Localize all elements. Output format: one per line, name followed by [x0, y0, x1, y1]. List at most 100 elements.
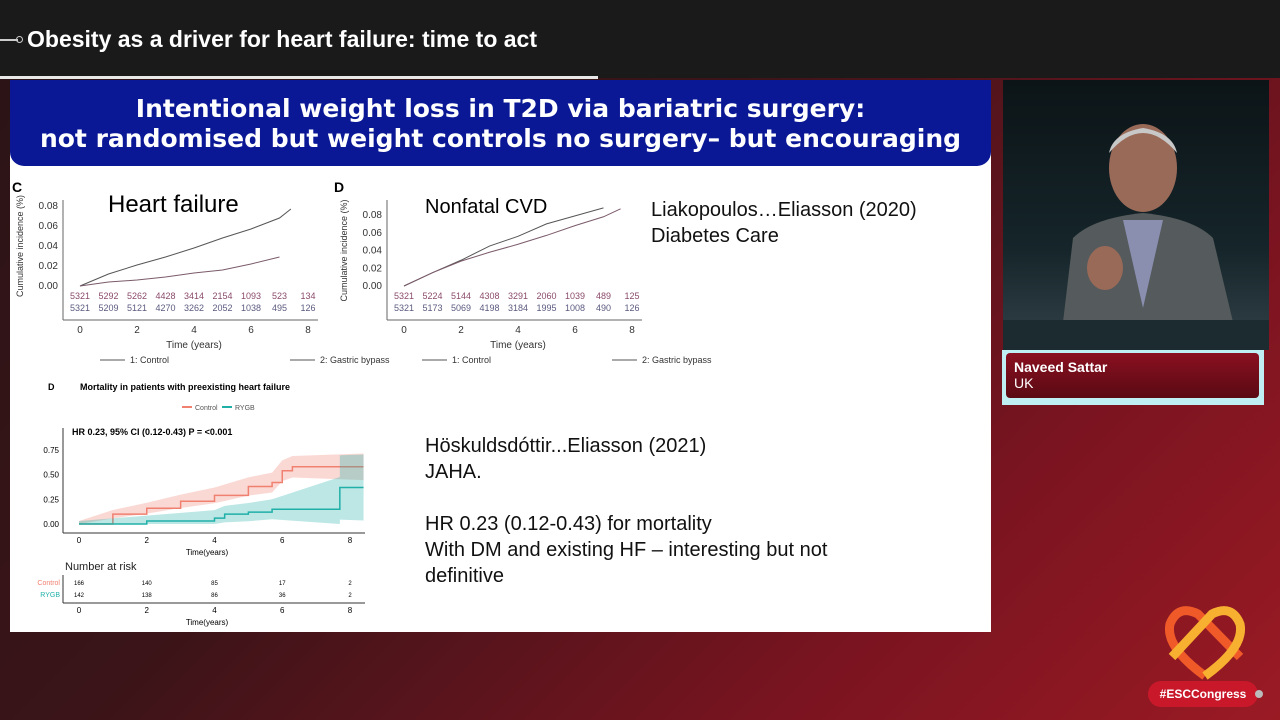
- risk-count: 5069: [451, 303, 471, 313]
- risk-count: 5144: [451, 291, 471, 301]
- status-dot: [1255, 690, 1263, 698]
- y-tick-label: 0.06: [39, 221, 59, 232]
- x-tick-label: 8: [305, 325, 311, 336]
- risk-count: 142: [74, 593, 85, 599]
- charts: C Heart failure 0.00 0.02 0.04 0.06 0.08 0 2 4 6 8 T…: [12, 179, 712, 627]
- series-line: [79, 208, 292, 287]
- y-tick-label: 0.04: [39, 241, 59, 252]
- risk-count: 1008: [565, 303, 585, 313]
- top-bar: [0, 0, 1280, 78]
- risk-count: 2: [348, 581, 352, 587]
- y-tick-label: 0.02: [363, 263, 383, 274]
- ref-line: Höskuldsdóttir...Eliasson (2021): [425, 435, 707, 457]
- slide: Intentional weight loss in T2D via baria…: [10, 80, 991, 632]
- x-tick-label: 0: [77, 325, 83, 336]
- risk-count: 2154: [212, 291, 232, 301]
- risk-count: 5321: [70, 303, 90, 313]
- y-tick-label: 0.00: [39, 281, 59, 292]
- x-tick-label: 0: [401, 325, 407, 336]
- risk-x-tick-label: 4: [212, 606, 217, 615]
- risk-count: 85: [211, 581, 218, 587]
- risk-count: 5321: [394, 303, 414, 313]
- risk-count: 4270: [155, 303, 175, 313]
- risk-x-tick-label: 6: [280, 606, 285, 615]
- notes: HR 0.23 (0.12-0.43) for mortality With D…: [425, 511, 827, 589]
- panel-label: C: [12, 179, 22, 195]
- x-tick-label: 6: [248, 325, 254, 336]
- hashtag-badge: #ESCCongress: [1148, 681, 1258, 707]
- legend-label: RYGB: [235, 405, 255, 412]
- ref-line: JAHA.: [425, 461, 482, 483]
- x-tick-label: 2: [134, 325, 140, 336]
- risk-count: 3291: [508, 291, 528, 301]
- speaker-country: UK: [1014, 375, 1034, 391]
- risk-count: 4198: [479, 303, 499, 313]
- podium: [1003, 320, 1269, 350]
- risk-count: 5292: [98, 291, 118, 301]
- chart-title: Nonfatal CVD: [425, 196, 547, 218]
- reference-1: Liakopoulos…Eliasson (2020) Diabetes Car…: [651, 197, 917, 249]
- risk-count: 4308: [479, 291, 499, 301]
- x-axis-label: Time (years): [166, 340, 222, 351]
- chart-title: Mortality in patients with preexisting h…: [80, 382, 290, 392]
- progress-line: [0, 76, 598, 79]
- x-tick-label: 6: [572, 325, 578, 336]
- risk-count: 2: [348, 593, 352, 599]
- y-tick-label: 0.75: [43, 446, 59, 455]
- speaker-name: Naveed Sattar: [1014, 359, 1108, 375]
- series-line: [79, 466, 364, 525]
- x-tick-label: 4: [515, 325, 521, 336]
- risk-count: 138: [142, 593, 153, 599]
- risk-count: 126: [624, 303, 639, 313]
- banner-line: not randomised but weight controls no su…: [39, 124, 962, 153]
- y-axis-label: Cumulative incidence (%): [339, 199, 349, 301]
- risk-count: 523: [272, 291, 287, 301]
- x-axis-label: Time(years): [186, 548, 229, 557]
- risk-count: 17: [279, 581, 286, 587]
- risk-count: 126: [300, 303, 315, 313]
- series-line: [79, 256, 280, 287]
- risk-count: 5209: [98, 303, 118, 313]
- risk-count: 3414: [184, 291, 204, 301]
- risk-count: 495: [272, 303, 287, 313]
- panel-label: D: [334, 179, 344, 195]
- series-line: [79, 486, 364, 525]
- esc-heart-logo: [1164, 606, 1246, 680]
- y-tick-label: 0.06: [363, 228, 383, 239]
- risk-count: 5121: [127, 303, 147, 313]
- y-tick-label: 0.04: [363, 246, 383, 257]
- session-title: Obesity as a driver for heart failure: t…: [27, 26, 537, 52]
- ref-line: Liakopoulos…Eliasson (2020): [651, 199, 917, 221]
- risk-count: 489: [596, 291, 611, 301]
- risk-count: 5173: [422, 303, 442, 313]
- risk-x-tick-label: 2: [145, 606, 150, 615]
- risk-count: 2060: [536, 291, 556, 301]
- y-tick-label: 0.02: [39, 261, 59, 272]
- legend-label: 1: Control: [452, 355, 491, 365]
- risk-count: 3262: [184, 303, 204, 313]
- risk-count: 5224: [422, 291, 442, 301]
- legend-label: 2: Gastric bypass: [642, 355, 712, 365]
- risk-count: 490: [596, 303, 611, 313]
- y-tick-label: 0.50: [43, 471, 59, 480]
- y-tick-label: 0.25: [43, 495, 59, 504]
- x-tick-label: 8: [348, 536, 353, 545]
- risk-count: 36: [279, 593, 286, 599]
- chart-title: Heart failure: [108, 191, 239, 218]
- risk-x-tick-label: 0: [77, 606, 82, 615]
- x-tick-label: 4: [191, 325, 197, 336]
- speaker-video: [1003, 80, 1269, 322]
- risk-group-label: Control: [37, 580, 60, 587]
- x-tick-label: 4: [212, 536, 217, 545]
- y-tick-label: 0.08: [363, 210, 383, 221]
- legend-label: 2: Gastric bypass: [320, 355, 390, 365]
- risk-count: 4428: [155, 291, 175, 301]
- hr-annotation: HR 0.23, 95% CI (0.12-0.43) P = <0.001: [72, 427, 232, 437]
- risk-count: 134: [300, 291, 315, 301]
- confidence-band: [79, 454, 364, 524]
- risk-count: 1093: [241, 291, 261, 301]
- risk-count: 5321: [394, 291, 414, 301]
- risk-x-tick-label: 8: [348, 606, 353, 615]
- note-line: definitive: [425, 565, 504, 587]
- speaker-nameplate: Naveed Sattar UK: [1002, 350, 1264, 405]
